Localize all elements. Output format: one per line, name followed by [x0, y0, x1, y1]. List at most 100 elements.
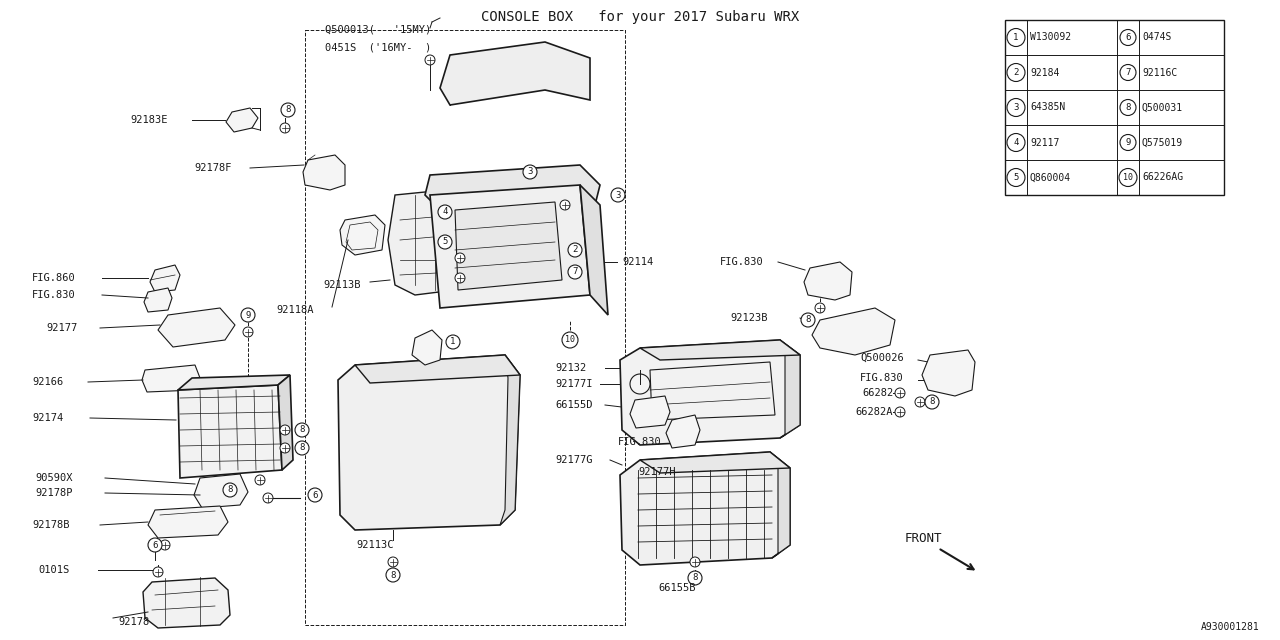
Circle shape: [1120, 65, 1137, 81]
Polygon shape: [142, 365, 200, 392]
Circle shape: [280, 443, 291, 453]
Text: 66155D: 66155D: [556, 400, 593, 410]
Circle shape: [815, 303, 826, 313]
Circle shape: [255, 475, 265, 485]
Circle shape: [801, 313, 815, 327]
Text: 92178: 92178: [118, 617, 150, 627]
Text: 92123B: 92123B: [730, 313, 768, 323]
Polygon shape: [178, 385, 282, 478]
Polygon shape: [630, 396, 669, 428]
Text: 8: 8: [300, 444, 305, 452]
Text: 1: 1: [1014, 33, 1019, 42]
Text: 92113C: 92113C: [356, 540, 393, 550]
Text: 92166: 92166: [32, 377, 63, 387]
Text: 6: 6: [1125, 33, 1130, 42]
Text: 10: 10: [564, 335, 575, 344]
Polygon shape: [620, 452, 790, 565]
Text: 92178B: 92178B: [32, 520, 69, 530]
Polygon shape: [195, 474, 248, 508]
Text: FIG.830: FIG.830: [618, 437, 662, 447]
Text: 0101S: 0101S: [38, 565, 69, 575]
Circle shape: [1007, 168, 1025, 186]
Polygon shape: [227, 108, 259, 132]
Text: 92118A: 92118A: [276, 305, 314, 315]
Polygon shape: [143, 578, 230, 628]
Text: 4: 4: [443, 207, 448, 216]
Text: 8: 8: [692, 573, 698, 582]
Text: 8: 8: [805, 316, 810, 324]
Polygon shape: [388, 190, 465, 295]
Text: 8: 8: [228, 486, 233, 495]
Text: FIG.830: FIG.830: [860, 373, 904, 383]
Text: W130092: W130092: [1030, 33, 1071, 42]
Circle shape: [148, 538, 163, 552]
Circle shape: [262, 493, 273, 503]
Circle shape: [294, 441, 308, 455]
Text: FIG.860: FIG.860: [32, 273, 76, 283]
Polygon shape: [425, 165, 600, 215]
Circle shape: [445, 335, 460, 349]
Bar: [1005, 20, 1224, 195]
Polygon shape: [780, 340, 800, 438]
Circle shape: [280, 123, 291, 133]
Circle shape: [895, 407, 905, 417]
Text: 8: 8: [390, 570, 396, 579]
Text: 92177G: 92177G: [556, 455, 593, 465]
Text: 66282A: 66282A: [855, 407, 892, 417]
Polygon shape: [338, 355, 520, 530]
Polygon shape: [771, 452, 790, 558]
Text: 66282: 66282: [861, 388, 893, 398]
Polygon shape: [150, 265, 180, 292]
Circle shape: [308, 488, 323, 502]
Polygon shape: [148, 506, 228, 538]
Text: 8: 8: [929, 397, 934, 406]
Text: 92177I: 92177I: [556, 379, 593, 389]
Circle shape: [611, 188, 625, 202]
Text: 2: 2: [572, 246, 577, 255]
Circle shape: [223, 483, 237, 497]
Polygon shape: [303, 155, 346, 190]
Text: FRONT: FRONT: [905, 531, 942, 545]
Text: FIG.830: FIG.830: [32, 290, 76, 300]
Text: 8: 8: [300, 426, 305, 435]
Text: 7: 7: [572, 268, 577, 276]
Polygon shape: [922, 350, 975, 396]
Polygon shape: [143, 288, 172, 312]
Polygon shape: [278, 375, 293, 470]
Text: 3: 3: [616, 191, 621, 200]
Text: 66155B: 66155B: [658, 583, 695, 593]
Circle shape: [243, 327, 253, 337]
Circle shape: [915, 397, 925, 407]
Text: 92177: 92177: [46, 323, 77, 333]
Circle shape: [438, 205, 452, 219]
Text: CONSOLE BOX   for your 2017 Subaru WRX: CONSOLE BOX for your 2017 Subaru WRX: [481, 10, 799, 24]
Text: 92183E: 92183E: [131, 115, 168, 125]
Text: 10: 10: [1123, 173, 1133, 182]
Text: 64385N: 64385N: [1030, 102, 1065, 113]
Text: 92113B: 92113B: [323, 280, 361, 290]
Circle shape: [294, 423, 308, 437]
Text: 92116C: 92116C: [1142, 67, 1178, 77]
Polygon shape: [340, 215, 385, 255]
Text: 92117: 92117: [1030, 138, 1060, 147]
Circle shape: [1120, 29, 1137, 45]
Polygon shape: [454, 202, 562, 290]
Text: 8: 8: [1125, 103, 1130, 112]
Circle shape: [438, 235, 452, 249]
Text: Q860004: Q860004: [1030, 173, 1071, 182]
Text: 6: 6: [312, 490, 317, 499]
Polygon shape: [666, 415, 700, 448]
Circle shape: [562, 332, 579, 348]
Polygon shape: [355, 355, 520, 383]
Text: 5: 5: [443, 237, 448, 246]
Circle shape: [1007, 99, 1025, 116]
Text: 0474S: 0474S: [1142, 33, 1171, 42]
Text: 9: 9: [246, 310, 251, 319]
Text: Q500013(  -'15MY): Q500013( -'15MY): [325, 25, 431, 35]
Polygon shape: [640, 340, 800, 360]
Circle shape: [1120, 134, 1137, 150]
Text: 92178F: 92178F: [195, 163, 232, 173]
Circle shape: [425, 55, 435, 65]
Polygon shape: [430, 185, 590, 308]
Circle shape: [568, 265, 582, 279]
